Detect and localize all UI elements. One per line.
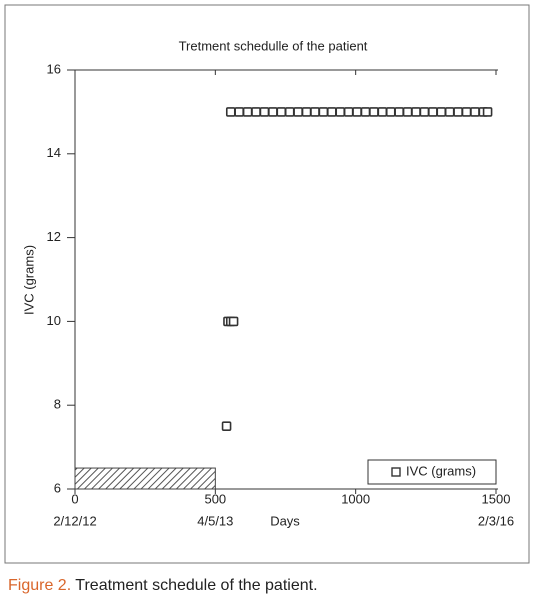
point bbox=[225, 107, 236, 117]
point bbox=[284, 107, 295, 117]
point bbox=[301, 107, 312, 117]
point bbox=[221, 421, 232, 431]
y-tick-label: 16 bbox=[47, 61, 61, 76]
point bbox=[293, 107, 303, 117]
x-axis-label: Days bbox=[270, 513, 300, 528]
chart-title: Tretment schedulle of the patient bbox=[179, 38, 368, 53]
point bbox=[470, 107, 480, 117]
y-tick-label: 8 bbox=[54, 397, 61, 412]
point bbox=[268, 107, 278, 117]
y-tick-label: 12 bbox=[47, 229, 61, 244]
legend-box bbox=[367, 459, 497, 485]
point bbox=[234, 107, 244, 117]
point bbox=[436, 107, 447, 117]
legend-marker bbox=[391, 467, 401, 477]
point bbox=[360, 107, 371, 117]
point bbox=[377, 107, 388, 117]
point bbox=[276, 107, 287, 117]
x-tick-label: 0 bbox=[71, 491, 78, 506]
point bbox=[482, 107, 493, 117]
y-tick-label: 10 bbox=[47, 313, 61, 328]
point bbox=[343, 107, 354, 117]
point bbox=[411, 107, 421, 117]
x-tick-label: 1000 bbox=[341, 491, 370, 506]
point bbox=[444, 107, 455, 117]
point bbox=[310, 107, 320, 117]
figure-frame bbox=[4, 4, 530, 564]
date-label: 2/3/16 bbox=[478, 513, 514, 528]
point bbox=[259, 107, 270, 117]
legend: IVC (grams) bbox=[367, 459, 497, 485]
point bbox=[453, 107, 463, 117]
legend-label: IVC (grams) bbox=[406, 463, 476, 478]
point bbox=[318, 107, 329, 117]
x-tick-label: 500 bbox=[204, 491, 226, 506]
point bbox=[335, 107, 346, 117]
date-label: 2/12/12 bbox=[53, 513, 96, 528]
caption-label: Figure 2. bbox=[8, 577, 71, 594]
point bbox=[461, 107, 472, 117]
caption: Figure 2. Treatment schedule of the pati… bbox=[8, 577, 318, 594]
point bbox=[242, 107, 253, 117]
point bbox=[352, 107, 362, 117]
y-axis-label: IVC (grams) bbox=[21, 245, 36, 315]
point bbox=[428, 107, 438, 117]
point bbox=[385, 107, 396, 117]
range-bar bbox=[74, 467, 216, 490]
caption-text: Treatment schedule of the patient. bbox=[75, 577, 317, 594]
point bbox=[228, 316, 239, 327]
point bbox=[327, 107, 337, 117]
point bbox=[402, 107, 413, 117]
y-tick-label: 14 bbox=[47, 145, 61, 160]
date-label: 4/5/13 bbox=[197, 513, 233, 528]
point bbox=[419, 107, 430, 117]
y-tick-label: 6 bbox=[54, 480, 61, 495]
point bbox=[369, 107, 379, 117]
point bbox=[251, 107, 261, 117]
point bbox=[394, 107, 404, 117]
x-tick-label: 1500 bbox=[482, 491, 511, 506]
